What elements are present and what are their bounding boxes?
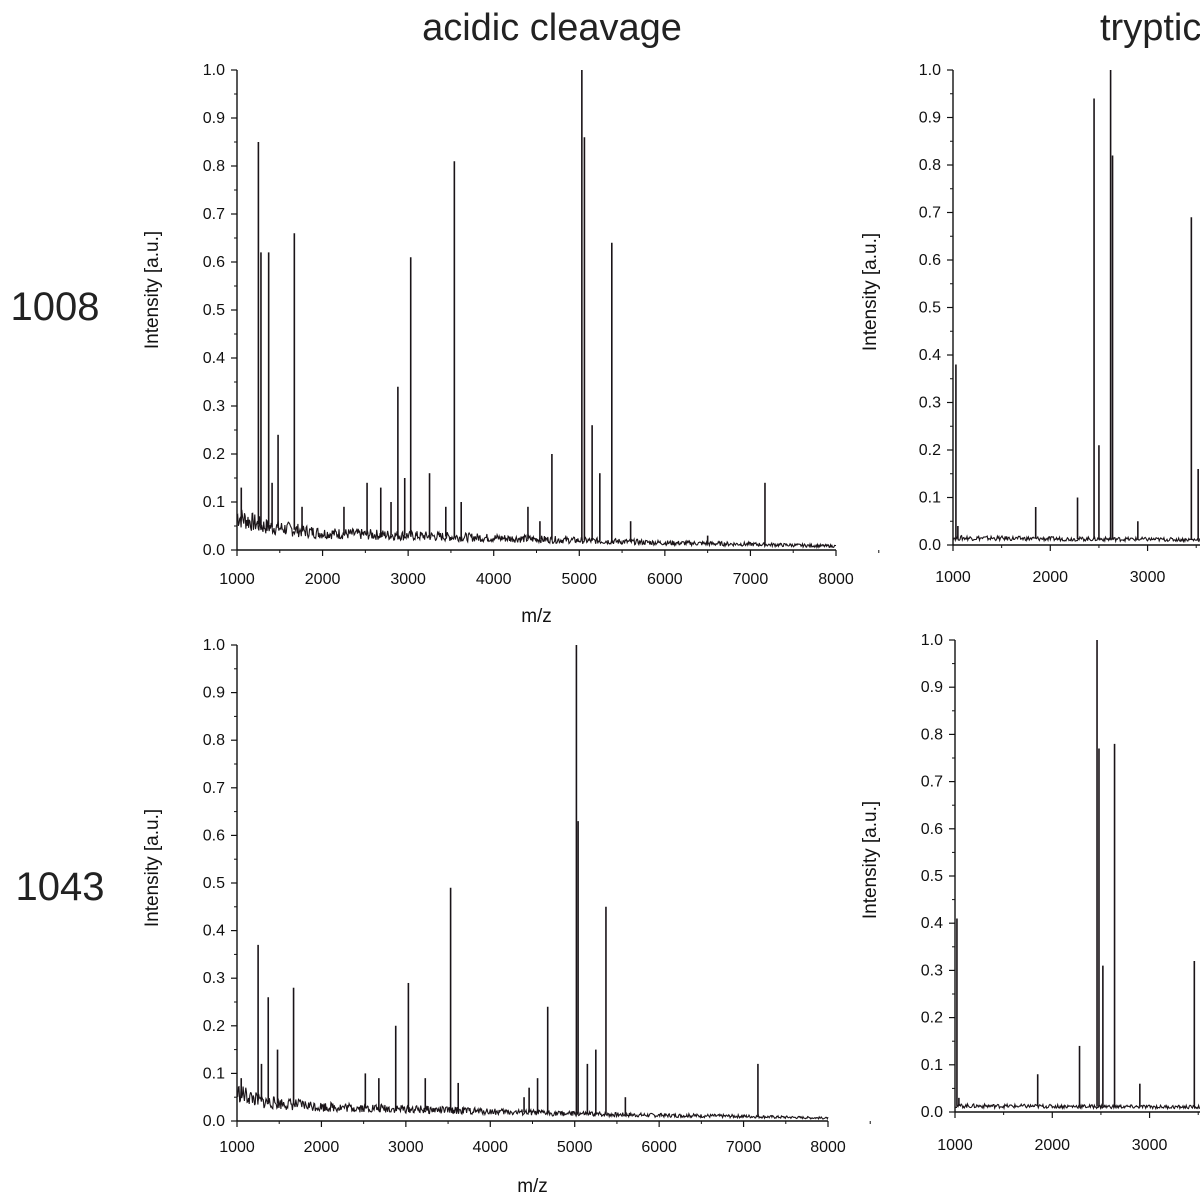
x-axis-label: m/z <box>517 1176 548 1197</box>
x-tick-label: 6000 <box>641 1139 677 1156</box>
x-tick-label: 1000 <box>219 1139 255 1156</box>
y-tick-label: 0.5 <box>921 868 943 885</box>
y-tick-label: 0.1 <box>919 490 941 507</box>
x-tick-label: 5000 <box>561 571 597 588</box>
row-label-1008: 1008 <box>11 285 100 329</box>
y-tick-label: 0.9 <box>203 685 225 702</box>
y-tick-label: 0.7 <box>203 780 225 797</box>
y-tick-label: 0.0 <box>919 537 941 554</box>
x-tick-label: 4000 <box>476 571 512 588</box>
x-tick-label: 2000 <box>304 1139 340 1156</box>
y-tick-label: 0.0 <box>203 1113 225 1130</box>
y-tick-label: 0.8 <box>203 732 225 749</box>
y-tick-label: 1.0 <box>919 62 941 79</box>
y-axis-label: Intensity [a.u.] <box>860 801 881 919</box>
y-tick-label: 0.3 <box>919 395 941 412</box>
y-tick-label: 0.4 <box>919 347 941 364</box>
y-tick-label: 0.9 <box>203 110 225 127</box>
y-tick-label: 0.9 <box>919 110 941 127</box>
y-tick-label: 0.5 <box>203 302 225 319</box>
y-tick-label: 0.3 <box>203 970 225 987</box>
y-tick-label: 0.3 <box>921 962 943 979</box>
y-tick-label: 0.2 <box>919 442 941 459</box>
y-tick-label: 0.2 <box>203 446 225 463</box>
y-tick-label: 0.8 <box>921 726 943 743</box>
x-tick-label: 3000 <box>1130 569 1166 586</box>
x-tick-label: 6000 <box>647 571 683 588</box>
y-tick-label: 0.1 <box>203 494 225 511</box>
y-tick-label: 0.5 <box>919 300 941 317</box>
y-axis-label: Intensity [a.u.] <box>142 231 163 349</box>
x-tick-label: 1000 <box>937 1137 973 1154</box>
y-tick-label: 1.0 <box>203 637 225 654</box>
y-tick-label: 0.6 <box>919 252 941 269</box>
spectrum-baseline <box>954 1102 1200 1111</box>
y-tick-label: 0.2 <box>921 1010 943 1027</box>
y-tick-label: 0.7 <box>203 206 225 223</box>
y-tick-label: 0.0 <box>203 542 225 559</box>
y-axis-label: Intensity [a.u.] <box>142 809 163 927</box>
y-tick-label: 0.9 <box>921 679 943 696</box>
x-tick-label: 5000 <box>557 1139 593 1156</box>
y-axis-label: Intensity [a.u.] <box>860 233 881 351</box>
x-tick-label: 2000 <box>1032 569 1068 586</box>
spectrum-panel-acidic-1043: 0.0 0.1 0.2 0.3 0.4 0.5 0.6 0.7 0.8 0.9 1.0 1000 200… <box>142 637 871 1197</box>
x-tick-label: 1000 <box>219 571 255 588</box>
spectrum-baseline <box>952 534 1200 544</box>
y-tick-label: 0.7 <box>919 205 941 222</box>
y-tick-label: 0.4 <box>921 915 943 932</box>
spectrum-panel-acidic-1008: 0.0 0.1 0.2 0.3 0.4 0.5 0.6 0.7 0.8 0.9 1.0 1000 200… <box>142 62 880 627</box>
y-tick-label: 0.0 <box>921 1104 943 1121</box>
x-tick-label: 7000 <box>733 571 769 588</box>
x-tick-label: 3000 <box>390 571 426 588</box>
y-tick-label: 0.6 <box>203 827 225 844</box>
y-tick-label: 0.8 <box>203 158 225 175</box>
spectrum-panel-tryptic-1008: 0.0 0.1 0.2 0.3 0.4 0.5 0.6 0.7 0.8 0.9 1.0 1000 200… <box>860 62 1200 586</box>
x-tick-label: 4000 <box>472 1139 508 1156</box>
x-tick-label: 7000 <box>726 1139 762 1156</box>
y-tick-label: 0.7 <box>921 774 943 791</box>
x-tick-label: 8000 <box>818 571 854 588</box>
x-tick-label: 3000 <box>388 1139 424 1156</box>
y-tick-label: 0.1 <box>203 1065 225 1082</box>
y-tick-label: 0.8 <box>919 157 941 174</box>
y-tick-label: 0.1 <box>921 1057 943 1074</box>
spectrum-baseline <box>236 509 837 550</box>
x-axis-label: m/z <box>521 606 552 627</box>
x-tick-label: 2000 <box>1034 1137 1070 1154</box>
row-label-1043: 1043 <box>16 865 105 909</box>
y-tick-label: 0.4 <box>203 923 225 940</box>
y-tick-label: 0.2 <box>203 1018 225 1035</box>
column-title-tryptic: tryptic <box>1100 7 1200 49</box>
spectrum-baseline <box>236 1085 829 1121</box>
y-tick-label: 0.3 <box>203 398 225 415</box>
column-title-acidic: acidic cleavage <box>422 7 682 49</box>
spectrum-panel-tryptic-1043: 0.0 0.1 0.2 0.3 0.4 0.5 0.6 0.7 0.8 0.9 1.0 1000 200… <box>860 632 1200 1154</box>
y-tick-label: 0.6 <box>203 254 225 271</box>
x-tick-label: 1000 <box>935 569 971 586</box>
y-tick-label: 1.0 <box>921 632 943 649</box>
x-tick-label: 2000 <box>305 571 341 588</box>
x-tick-label: 8000 <box>810 1139 846 1156</box>
y-tick-label: 0.4 <box>203 350 225 367</box>
y-tick-label: 1.0 <box>203 62 225 79</box>
x-tick-label: 3000 <box>1132 1137 1168 1154</box>
y-tick-label: 0.5 <box>203 875 225 892</box>
y-tick-label: 0.6 <box>921 821 943 838</box>
